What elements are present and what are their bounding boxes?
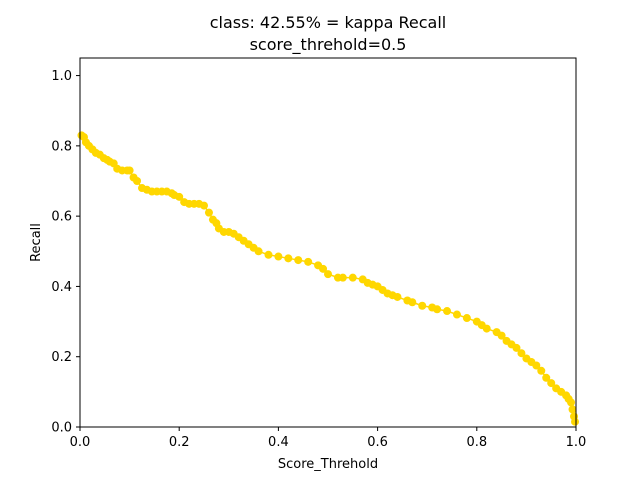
y-tick-label: 1.0 bbox=[51, 69, 72, 84]
series-layer bbox=[77, 131, 580, 426]
data-point bbox=[348, 273, 357, 282]
chart-title: class: 42.55% = kappa Recall bbox=[210, 13, 447, 32]
data-point bbox=[418, 301, 427, 310]
y-tick-label: 0.6 bbox=[51, 210, 72, 225]
data-point bbox=[433, 305, 442, 314]
series-line bbox=[81, 134, 576, 422]
data-point bbox=[571, 417, 580, 426]
data-point bbox=[517, 349, 526, 358]
data-point bbox=[324, 270, 332, 279]
data-point bbox=[393, 292, 402, 301]
data-point bbox=[567, 398, 576, 407]
y-axis-label: Recall bbox=[29, 223, 44, 262]
data-point bbox=[537, 366, 546, 375]
data-point bbox=[512, 343, 521, 352]
x-tick-label: 0.8 bbox=[466, 435, 487, 450]
y-tick-label: 0.4 bbox=[51, 280, 72, 295]
data-point bbox=[547, 379, 556, 388]
data-point bbox=[304, 257, 313, 266]
data-point bbox=[452, 310, 461, 319]
x-tick-label: 1.0 bbox=[566, 435, 587, 450]
data-point bbox=[204, 208, 213, 217]
data-point bbox=[254, 247, 263, 256]
data-point bbox=[175, 192, 184, 201]
x-axis-label: Score_Threhold bbox=[278, 457, 378, 472]
y-tick-label: 0.8 bbox=[51, 139, 72, 154]
y-tick-label: 0.0 bbox=[51, 421, 72, 436]
data-point bbox=[274, 252, 283, 261]
data-point bbox=[497, 331, 506, 340]
data-point bbox=[125, 166, 134, 175]
data-point bbox=[542, 373, 551, 382]
y-axis: 0.0 0.2 0.4 0.6 0.8 1.0 bbox=[51, 69, 80, 436]
x-axis: 0.0 0.2 0.4 0.6 0.8 1.0 bbox=[70, 427, 587, 450]
chart-subtitle: score_threhold=0.5 bbox=[250, 35, 407, 55]
data-point bbox=[443, 307, 452, 316]
data-point bbox=[462, 314, 471, 323]
y-tick-label: 0.2 bbox=[51, 350, 72, 365]
data-point bbox=[338, 273, 347, 282]
data-point bbox=[568, 405, 577, 414]
data-point bbox=[532, 361, 541, 370]
data-point bbox=[133, 177, 142, 185]
data-point bbox=[408, 298, 417, 307]
data-point bbox=[319, 264, 328, 273]
x-tick-label: 0.4 bbox=[268, 435, 289, 450]
data-point bbox=[200, 201, 208, 210]
data-point bbox=[294, 256, 303, 265]
data-point bbox=[482, 324, 491, 333]
x-tick-label: 0.2 bbox=[169, 435, 190, 450]
x-tick-label: 0.6 bbox=[367, 435, 388, 450]
x-tick-label: 0.0 bbox=[70, 435, 91, 450]
data-point bbox=[284, 254, 293, 263]
axes-frame bbox=[79, 57, 577, 428]
data-point bbox=[264, 250, 273, 259]
